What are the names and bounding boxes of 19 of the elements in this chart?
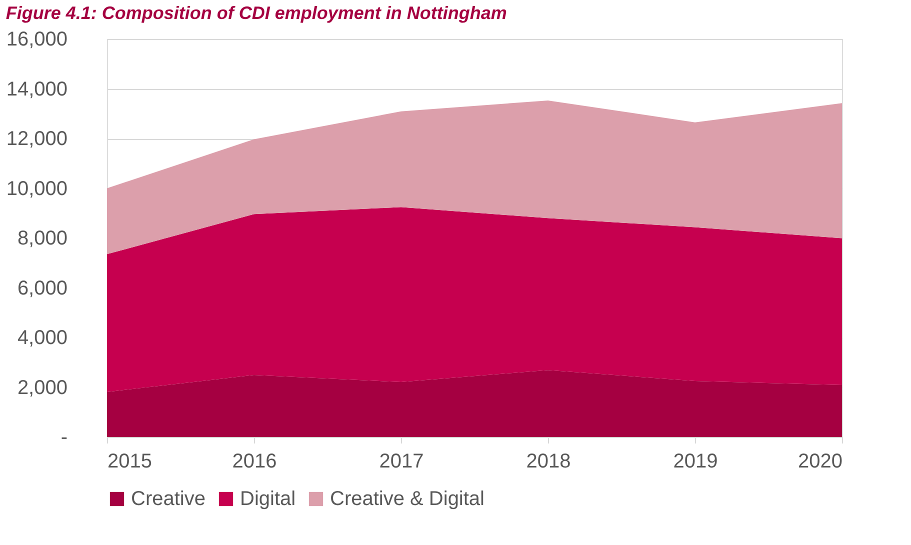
x-tick-label: 2018 [526, 450, 571, 472]
x-tick-label: 2016 [232, 450, 277, 472]
legend-label: Digital [240, 488, 296, 510]
y-tick-label: 12,000 [6, 128, 68, 150]
y-tick-label: 14,000 [6, 78, 68, 100]
legend-label: Creative [131, 488, 206, 510]
y-tick-label: 2,000 [17, 376, 68, 399]
y-tick-label: - [60, 426, 68, 448]
y-tick-label: 8,000 [17, 228, 68, 250]
chart-title: Figure 4.1: Composition of CDI employment in Nottingham [6, 3, 507, 23]
legend-label: Creative & Digital [330, 488, 485, 510]
x-tick-label: 2017 [379, 450, 424, 472]
x-tick-label: 2020 [798, 450, 842, 472]
y-tick-label: 4,000 [17, 327, 68, 349]
x-tick-label: 2019 [673, 450, 718, 472]
y-tick-label: 16,000 [6, 28, 68, 50]
y-tick-label: 6,000 [17, 277, 68, 300]
y-tick-label: 10,000 [6, 178, 68, 200]
x-tick-label: 2015 [108, 450, 152, 472]
